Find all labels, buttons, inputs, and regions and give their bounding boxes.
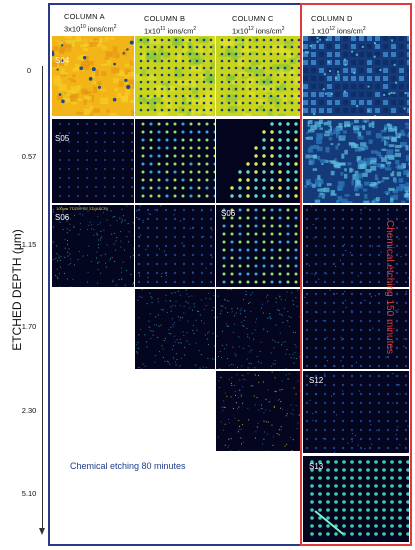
column-a-title: COLUMN A	[64, 12, 105, 21]
column-d-header: COLUMN D 1 x1012 ions/cm2	[311, 14, 366, 37]
column-a-header: COLUMN A 3x1010 ions/cm2	[64, 12, 117, 35]
y-tick-0: 0	[26, 66, 32, 75]
scale-bar-a0: 100μm TDZ09 SE ZD(ASCR)	[56, 38, 109, 43]
y-tick-1: 0.57	[21, 152, 37, 161]
scale-bar-a2: 100μm TDZ09 SE ZD(ASCR)	[56, 206, 109, 211]
y-axis-line	[42, 66, 43, 532]
tile-c2	[216, 205, 300, 287]
column-a-fluence: 3x1010 ions/cm2	[64, 24, 117, 34]
tile-b0	[135, 36, 215, 116]
tile-c3	[216, 289, 300, 369]
y-tick-5: 5.10	[21, 489, 37, 498]
tile-b2	[135, 205, 215, 287]
red-frame-caption: Chemical etching 150 minutes	[384, 220, 395, 354]
column-c-header: COLUMN C 1x1012 ions/cm2	[232, 14, 285, 37]
tile-c4	[216, 371, 300, 451]
tile-d1	[303, 119, 409, 203]
tile-label-a2: S06	[55, 213, 70, 222]
column-c-fluence: 1x1012 ions/cm2	[232, 26, 285, 36]
tile-d4	[303, 371, 409, 453]
tile-d5	[303, 456, 409, 542]
y-axis-arrow-icon	[39, 528, 45, 535]
column-d-title: COLUMN D	[311, 14, 353, 23]
column-b-header: COLUMN B 1x1011 ions/cm2	[144, 14, 196, 37]
column-b-title: COLUMN B	[144, 14, 186, 23]
y-tick-3: 1.70	[21, 322, 37, 331]
tile-b1	[135, 119, 215, 203]
tile-label-a0: S04	[55, 56, 70, 65]
tile-a0	[52, 36, 134, 116]
tile-a2	[52, 205, 134, 287]
column-c-title: COLUMN C	[232, 14, 274, 23]
y-axis-label: ETCHED DEPTH (μm)	[10, 229, 24, 351]
y-tick-4: 2.30	[21, 406, 37, 415]
tile-c0	[216, 36, 300, 116]
blue-frame-caption: Chemical etching 80 minutes	[70, 461, 186, 471]
tile-label-d4: S12	[309, 376, 324, 385]
tile-label-c2: S06	[221, 209, 236, 218]
tile-a1	[52, 119, 134, 203]
column-b-fluence: 1x1011 ions/cm2	[144, 26, 197, 36]
tile-label-d5: S13	[309, 462, 324, 471]
y-tick-2: 1.15	[21, 240, 37, 249]
tile-d2	[303, 205, 409, 287]
tile-d3	[303, 289, 409, 369]
column-d-fluence: 1 x1012 ions/cm2	[311, 26, 366, 36]
tile-label-a1: S05	[55, 134, 70, 143]
tile-c1	[216, 119, 300, 203]
tile-d0	[303, 36, 409, 116]
tile-b3	[135, 289, 215, 369]
red-group-frame	[300, 3, 412, 546]
